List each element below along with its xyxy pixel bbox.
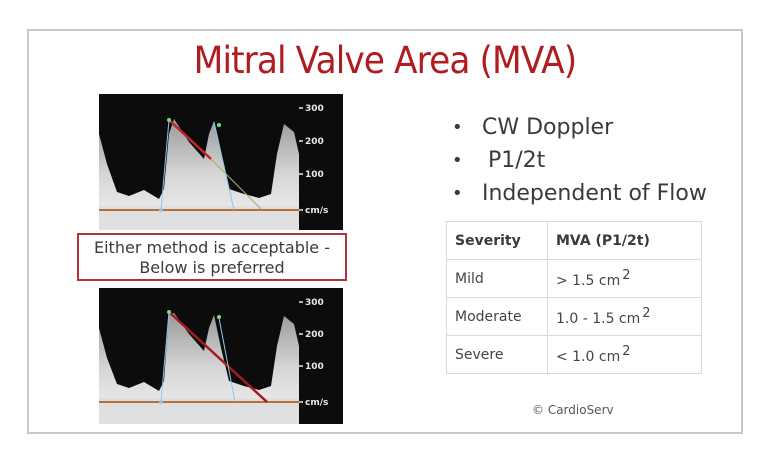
unit-exponent: 2: [622, 344, 631, 359]
callout-line-1: Either method is acceptable -: [94, 238, 330, 257]
severity-cell: Severe: [446, 335, 548, 374]
bullet-text: CW Doppler: [482, 115, 614, 140]
slide-frame: Mitral Valve Area (MVA) 300: [27, 29, 743, 434]
scale-label-200: 200: [305, 137, 324, 147]
mva-cell: > 1.5 cm 2: [547, 259, 702, 298]
scale-label-100: 100: [305, 362, 324, 372]
scale-label-300: 300: [305, 298, 324, 308]
bullet-text: Independent of Flow: [482, 181, 707, 206]
callout-line-2: Below is preferred: [139, 258, 285, 277]
method-callout: Either method is acceptable - Below is p…: [77, 233, 347, 281]
bullet-item: • P1/2t: [449, 144, 707, 177]
table-row: Severe < 1.0 cm 2: [446, 335, 702, 374]
bullet-dot-icon: •: [452, 117, 463, 138]
unit-exponent: 2: [642, 306, 651, 321]
scale-label-200: 200: [305, 330, 324, 340]
severity-cell: Moderate: [446, 297, 548, 336]
table-header-row: Severity MVA (P1/2t): [446, 221, 702, 260]
mva-value: 1.0 - 1.5 cm: [556, 311, 641, 327]
bullet-dot-icon: •: [452, 183, 463, 204]
table-row: Mild > 1.5 cm 2: [446, 259, 702, 298]
copyright-text: © CardioServ: [532, 403, 614, 417]
bullet-text: P1/2t: [488, 148, 546, 173]
mva-cell: 1.0 - 1.5 cm 2: [547, 297, 702, 336]
table-row: Moderate 1.0 - 1.5 cm 2: [446, 297, 702, 336]
bullet-item: • CW Doppler: [449, 111, 707, 144]
scale-label-unit: cm/s: [305, 206, 328, 216]
doppler-image-top: 300 200 100 cm/s: [99, 94, 343, 230]
unit-exponent: 2: [622, 268, 631, 283]
mva-value: > 1.5 cm: [556, 273, 621, 289]
column-header-mva: MVA (P1/2t): [547, 221, 702, 260]
severity-table: Severity MVA (P1/2t) Mild > 1.5 cm 2 Mode…: [446, 221, 702, 374]
mva-value: < 1.0 cm: [556, 349, 621, 365]
scale-label-unit: cm/s: [305, 398, 328, 408]
bullet-item: • Independent of Flow: [449, 177, 707, 210]
scale-label-100: 100: [305, 170, 324, 180]
slide-title: Mitral Valve Area (MVA): [193, 39, 578, 82]
mva-cell: < 1.0 cm 2: [547, 335, 702, 374]
severity-cell: Mild: [446, 259, 548, 298]
doppler-image-bottom: 300 200 100 cm/s: [99, 288, 343, 424]
feature-list: • CW Doppler • P1/2t • Independent of Fl…: [449, 111, 707, 210]
scale-label-300: 300: [305, 104, 324, 114]
bullet-dot-icon: •: [452, 150, 463, 171]
column-header-severity: Severity: [446, 221, 548, 260]
